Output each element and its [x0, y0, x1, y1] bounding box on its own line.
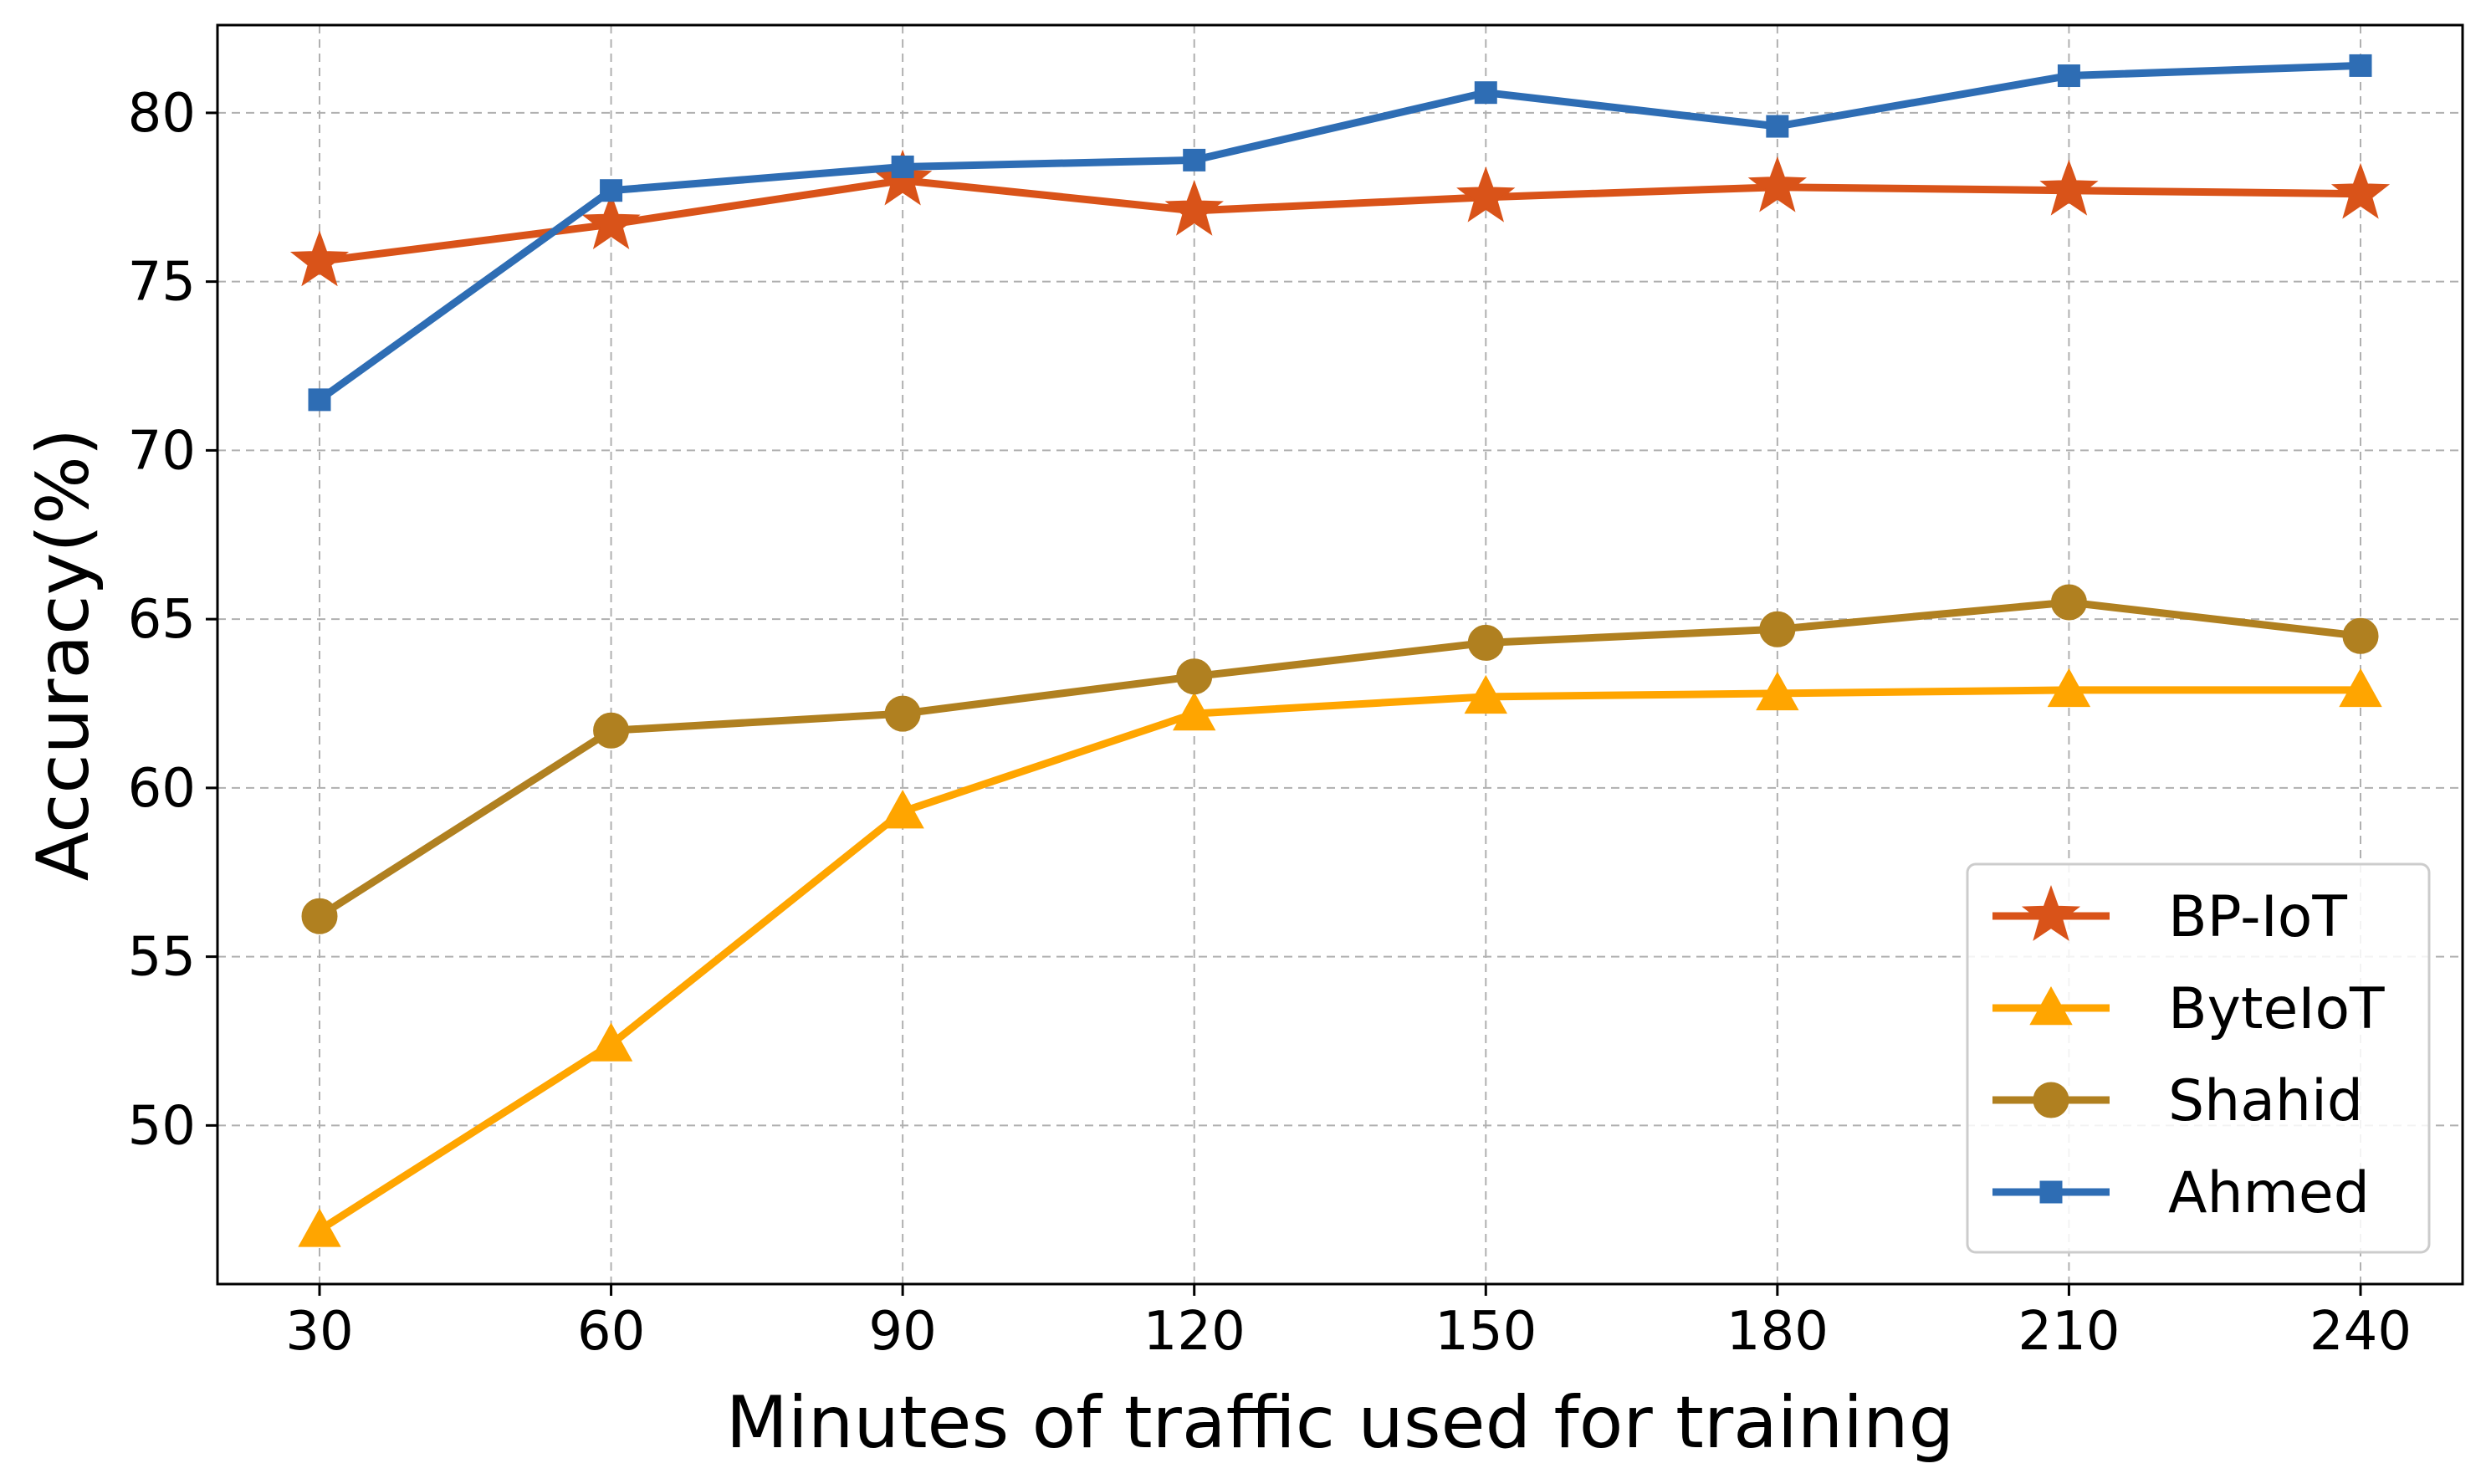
- y-tick-label: 75: [128, 252, 196, 314]
- y-tick-label: 55: [128, 927, 196, 989]
- legend-label: Ahmed: [2168, 1160, 2370, 1226]
- legend-marker: [2021, 885, 2081, 941]
- data-point: [2339, 668, 2382, 708]
- data-point: [308, 388, 331, 412]
- legend-label: Shahid: [2168, 1068, 2363, 1134]
- data-point: [1747, 156, 1807, 212]
- data-point: [589, 1022, 633, 1062]
- data-point: [884, 695, 921, 732]
- data-point: [593, 712, 630, 749]
- data-point: [298, 1208, 341, 1247]
- data-point: [1464, 674, 1507, 714]
- data-point: [1176, 658, 1213, 695]
- data-point: [600, 179, 623, 202]
- legend-item: ByteIoT: [1992, 976, 2385, 1042]
- data-point: [1474, 81, 1497, 105]
- series-line: [315, 177, 2365, 265]
- data-point: [1183, 148, 1206, 171]
- data-point: [1173, 692, 1216, 731]
- legend-marker: [2039, 1180, 2063, 1204]
- legend-item: Shahid: [1992, 1068, 2363, 1134]
- legend-marker: [2033, 1082, 2069, 1118]
- data-point: [2330, 162, 2391, 219]
- data-point: [2047, 668, 2091, 708]
- legend-label: BP-IoT: [2168, 884, 2347, 950]
- data-point: [301, 898, 338, 934]
- x-tick-label: 180: [1726, 1301, 1829, 1363]
- series-shahid: [301, 584, 2379, 934]
- data-point: [289, 230, 350, 287]
- y-tick-label: 50: [128, 1095, 196, 1157]
- series-bp-iot: [289, 149, 2391, 287]
- data-point: [2050, 584, 2087, 621]
- y-tick-label: 65: [128, 589, 196, 651]
- x-axis-label: Minutes of traffic used for training: [726, 1381, 1955, 1465]
- data-point: [2349, 54, 2372, 77]
- legend: BP-IoT ByteIoT Shahid Ahmed: [1966, 862, 2431, 1254]
- legend-marker: [2029, 985, 2073, 1026]
- data-point: [1467, 624, 1504, 661]
- plot-frame: [216, 23, 2464, 1286]
- legend-item: BP-IoT: [1992, 884, 2347, 950]
- legend-label: ByteIoT: [2168, 976, 2385, 1042]
- x-tick-label: 60: [577, 1301, 645, 1363]
- series-line: [315, 686, 2365, 1234]
- series-ahmed: [308, 54, 2372, 412]
- legend-box: [1966, 862, 2431, 1254]
- x-tick-label: 240: [2310, 1301, 2412, 1363]
- legend-item: Ahmed: [1992, 1160, 2370, 1226]
- x-axis-ticks: 30 60 90 120 150 180 210 240: [285, 1284, 2412, 1363]
- x-tick-label: 90: [868, 1301, 936, 1363]
- x-tick-label: 120: [1143, 1301, 1246, 1363]
- data-point: [581, 193, 641, 249]
- data-point: [1759, 611, 1796, 647]
- data-point: [2342, 617, 2379, 654]
- data-point: [2057, 64, 2080, 88]
- data-point: [891, 155, 914, 178]
- series-line: [315, 598, 2365, 920]
- data-point: [881, 790, 924, 829]
- series-byteiot: [298, 668, 2382, 1247]
- y-tick-label: 70: [128, 420, 196, 482]
- data-point: [1164, 179, 1224, 236]
- y-axis-ticks: 50 55 60 65 70 75 80: [128, 83, 217, 1157]
- x-tick-label: 30: [285, 1301, 353, 1363]
- x-tick-label: 210: [2018, 1301, 2120, 1363]
- y-tick-label: 60: [128, 758, 196, 820]
- data-point: [1456, 166, 1516, 223]
- x-tick-label: 150: [1435, 1301, 1537, 1363]
- y-tick-label: 80: [128, 83, 196, 145]
- y-axis-label: Accuracy(%): [22, 428, 105, 881]
- data-point: [2039, 159, 2099, 216]
- series-line: [315, 61, 2365, 404]
- data-point: [1766, 115, 1789, 138]
- series-lines: [289, 54, 2391, 1247]
- data-point: [1756, 671, 1799, 711]
